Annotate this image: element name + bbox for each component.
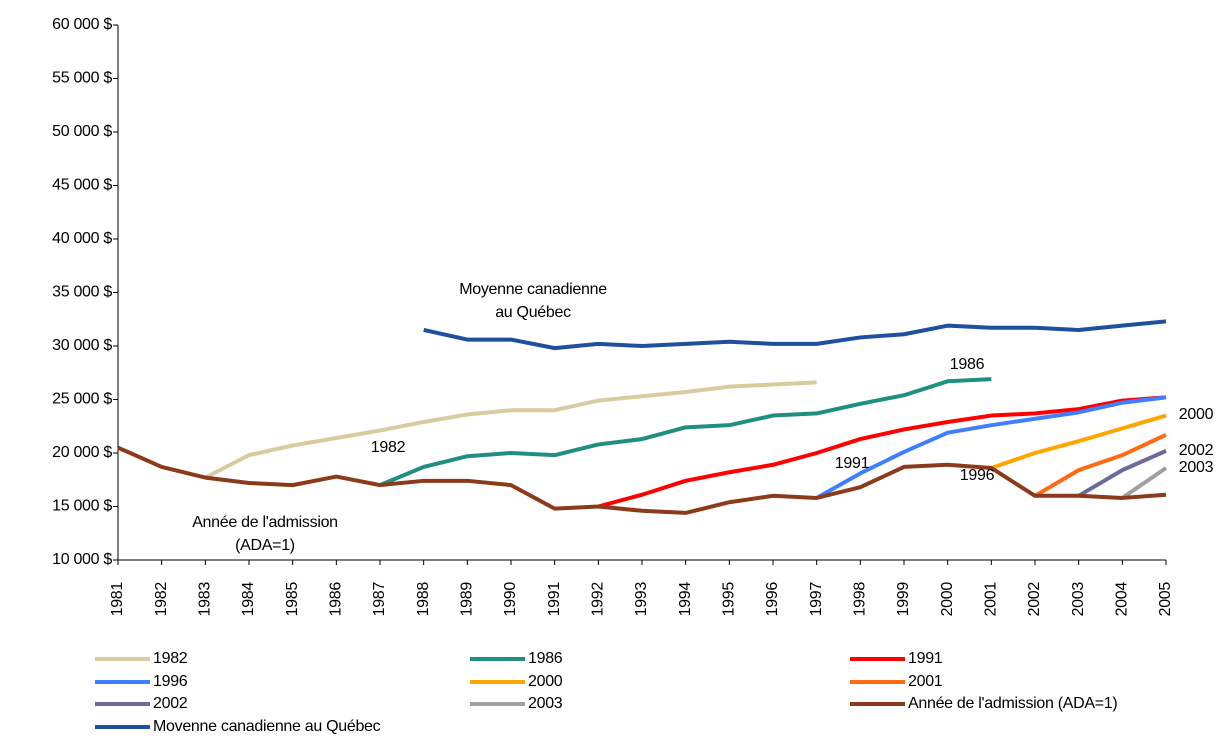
annotation: Année de l'admission	[192, 514, 338, 531]
y-tick-label: 10 000 $	[52, 551, 112, 568]
annotation: au Québec	[495, 304, 571, 321]
legend-label: 2000	[528, 673, 563, 690]
annotation: 1982	[371, 439, 406, 456]
series-line	[1121, 466, 1168, 500]
y-tick-label: 55 000 $	[52, 70, 112, 87]
x-tick-label: 1996	[764, 582, 781, 617]
x-tick-label: 1999	[895, 582, 912, 617]
legend-label: 2002	[153, 695, 188, 712]
x-tick-label: 1982	[153, 582, 170, 617]
y-tick-label: 45 000 $	[52, 177, 112, 194]
series-line	[990, 413, 1167, 470]
annotation: 2000	[1179, 406, 1214, 423]
x-tick-label: 1992	[590, 582, 607, 617]
annotation: 2002	[1179, 442, 1214, 459]
y-tick-label: 60 000 $	[52, 16, 112, 33]
annotation: (ADA=1)	[235, 537, 295, 554]
y-tick-label: 25 000 $	[52, 391, 112, 408]
annotation: 1991	[835, 455, 870, 472]
x-tick-label: 1989	[459, 582, 476, 617]
x-tick-label: 1987	[371, 582, 388, 617]
y-tick-label: 40 000 $	[52, 230, 112, 247]
annotation: 1996	[960, 467, 995, 484]
y-tick-label: 50 000 $	[52, 123, 112, 140]
x-tick-label: 1983	[197, 582, 214, 617]
x-tick-label: 1991	[546, 582, 563, 617]
series-line	[117, 445, 1167, 515]
legend-label: 1991	[908, 650, 943, 667]
x-tick-label: 1998	[852, 582, 869, 617]
x-tick-label: 2005	[1157, 582, 1174, 617]
x-tick-label: 1990	[502, 582, 519, 617]
x-tick-label: 1986	[328, 582, 345, 617]
y-tick-label: 20 000 $	[52, 444, 112, 461]
x-tick-label: 1994	[677, 582, 694, 617]
y-tick-label: 30 000 $	[52, 337, 112, 354]
x-tick-label: 2002	[1026, 582, 1043, 617]
legend-label: Année de l'admission (ADA=1)	[908, 695, 1117, 712]
series-line	[423, 319, 1167, 351]
legend-label: 1982	[153, 650, 188, 667]
y-tick-label: 15 000 $	[52, 498, 112, 515]
x-tick-label: 1981	[109, 582, 126, 617]
x-tick-label: 2000	[939, 582, 956, 617]
legend-label: 2001	[908, 673, 943, 690]
x-tick-label: 1993	[633, 582, 650, 617]
x-tick-label: 1988	[415, 582, 432, 617]
series-line	[1077, 449, 1167, 498]
y-tick-label: 35 000 $	[52, 284, 112, 301]
x-tick-label: 2001	[983, 582, 1000, 617]
x-tick-label: 1995	[721, 582, 738, 617]
legend-label: 1996	[153, 673, 188, 690]
series-line	[204, 380, 817, 480]
legend-label: 1986	[528, 650, 563, 667]
series-line	[1033, 432, 1167, 498]
series-line	[597, 395, 1167, 509]
legend-label: 2003	[528, 695, 563, 712]
x-tick-label: 2004	[1114, 582, 1131, 617]
series-line	[379, 377, 992, 487]
annotation: Moyenne canadienne	[459, 281, 607, 298]
x-tick-label: 1985	[284, 582, 301, 617]
annotation: 1986	[950, 356, 985, 373]
series-line	[815, 395, 1167, 500]
annotation: 2003	[1179, 459, 1214, 476]
x-tick-label: 2003	[1070, 582, 1087, 617]
legend-label: Movenne canadienne au Québec	[153, 718, 381, 735]
x-tick-label: 1997	[808, 582, 825, 617]
x-tick-label: 1984	[240, 582, 257, 617]
